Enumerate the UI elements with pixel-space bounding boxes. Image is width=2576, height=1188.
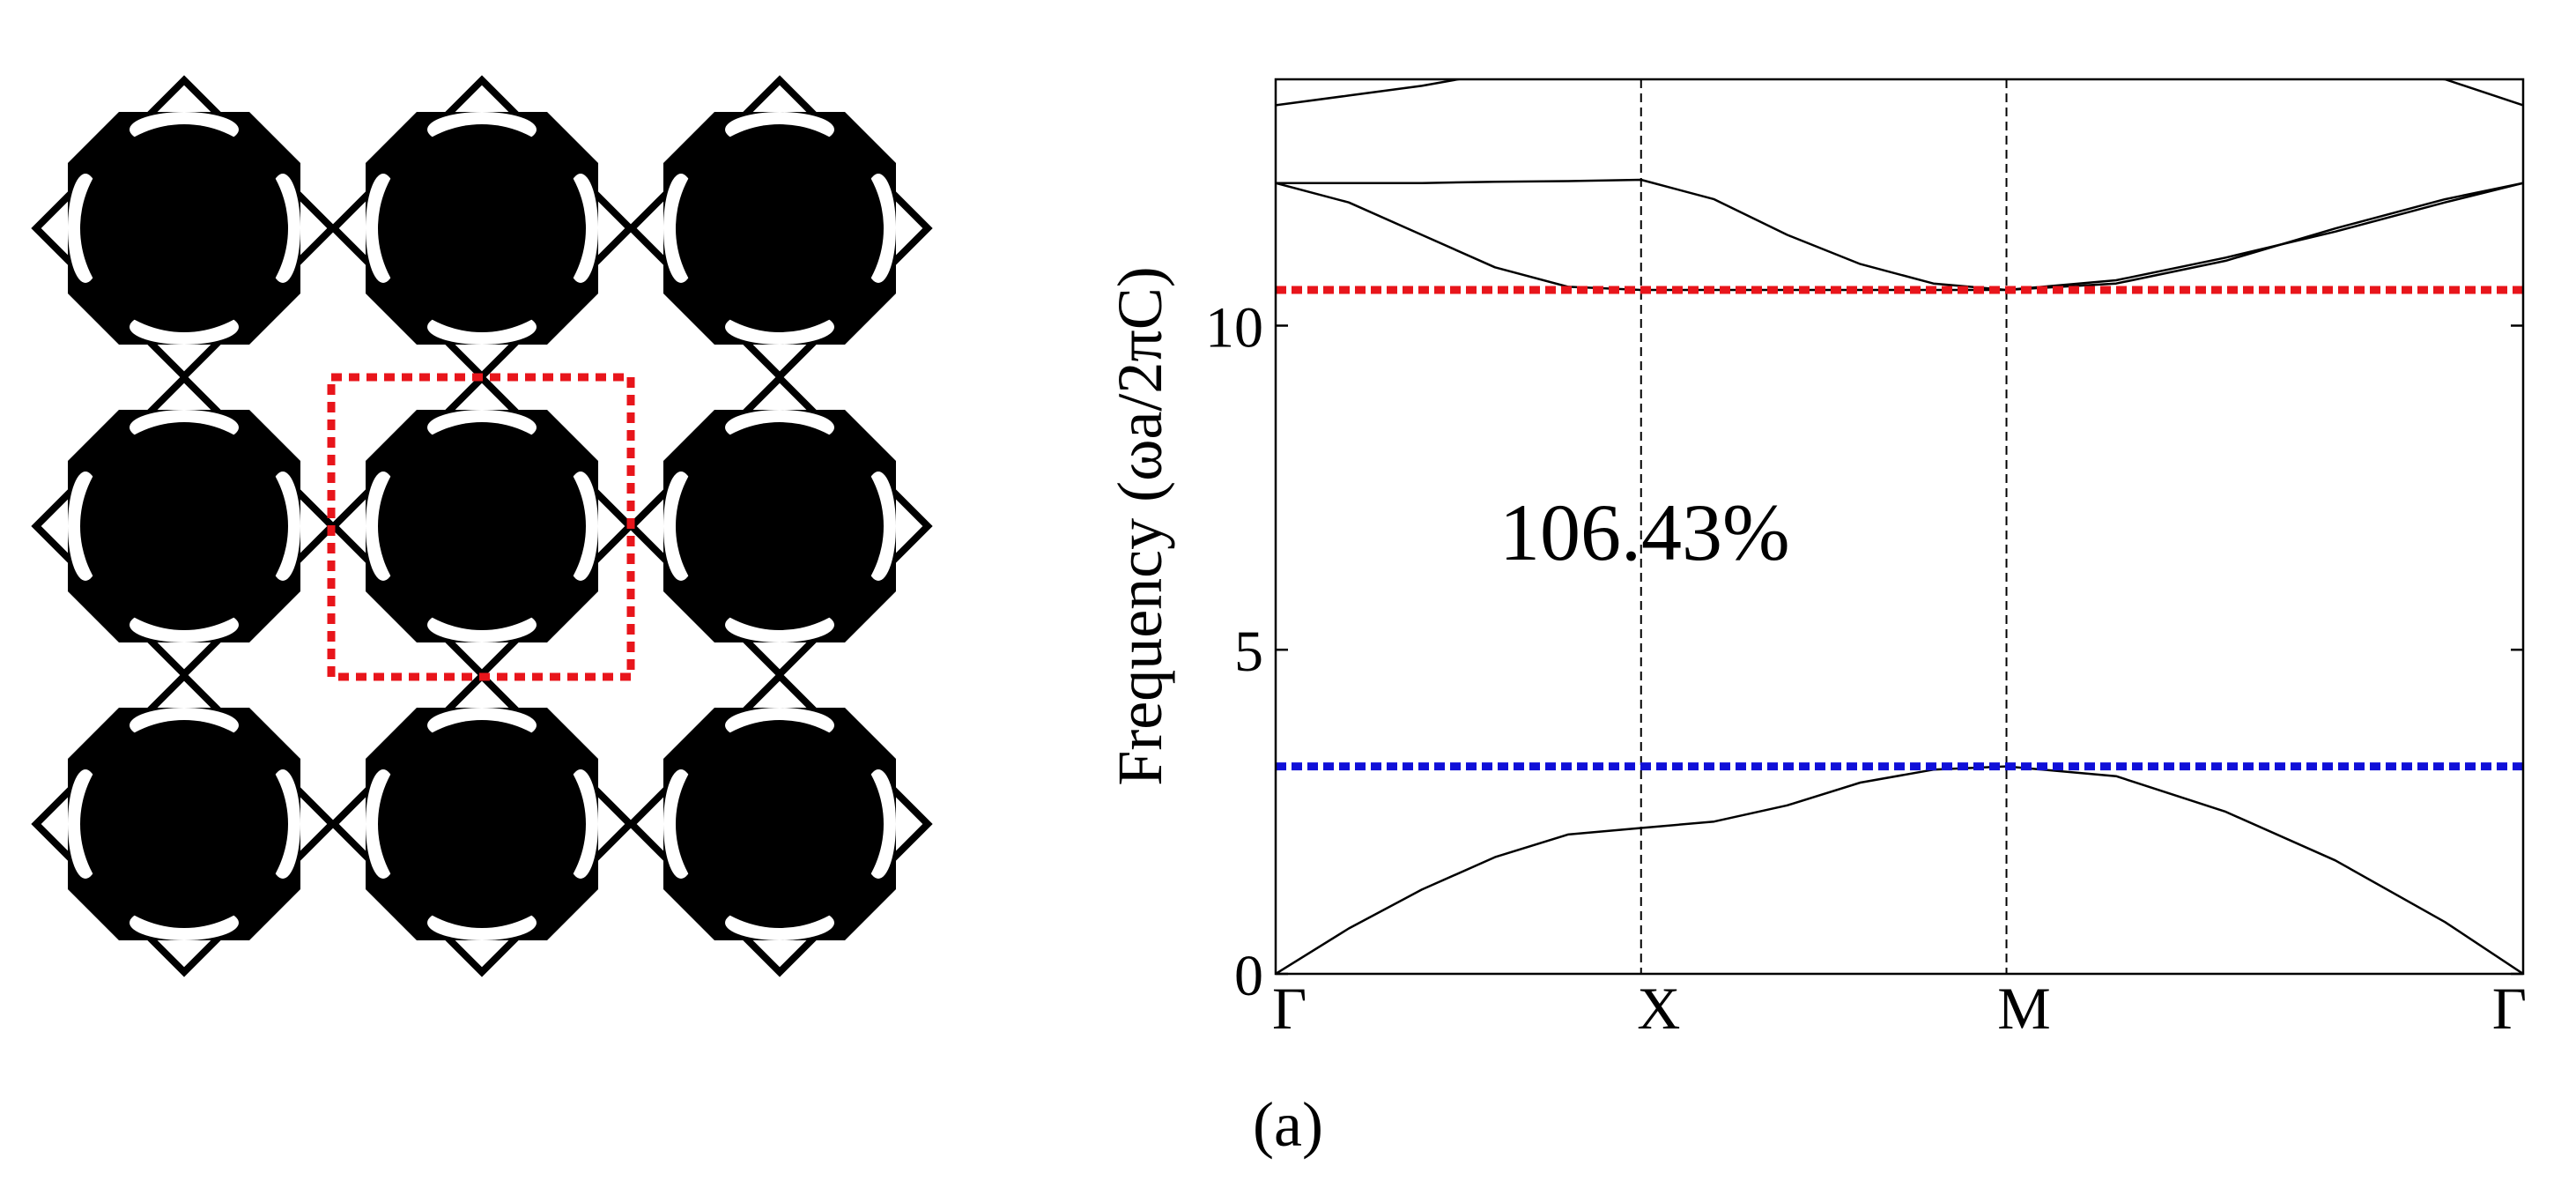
dispersion-bands <box>1276 79 2523 974</box>
panel-label: (a) <box>1253 1089 1323 1160</box>
unit-cell-highlight-box <box>327 373 635 681</box>
x-tick-label: Γ <box>1272 975 1307 1042</box>
inclusion-disk <box>676 124 884 332</box>
plot-frame <box>1274 78 2525 976</box>
x-tick-label: M <box>1997 975 2050 1042</box>
unit-cell-lattice <box>31 75 933 977</box>
inclusion-disk <box>80 422 288 630</box>
inclusion-disk <box>378 720 586 928</box>
band-line-4 <box>1276 79 2523 107</box>
inclusion-disk <box>676 720 884 928</box>
bandgap-percentage-label: 106.43% <box>1499 487 1790 577</box>
lattice-cell <box>31 75 337 382</box>
symmetry-point-lines <box>1640 79 2008 974</box>
lattice-cell <box>626 671 933 977</box>
bandgap-edges <box>1276 286 2523 771</box>
inclusion-disk <box>378 124 586 332</box>
y-axis-ticks: 0 5 10 <box>1205 295 2523 1008</box>
x-tick-label: X <box>1637 975 1680 1042</box>
y-tick-label: 5 <box>1234 620 1263 684</box>
lattice-cell <box>329 75 635 382</box>
inclusion-disk <box>676 422 884 630</box>
inclusion-disk <box>80 124 288 332</box>
inclusion-disk <box>80 720 288 928</box>
y-tick-label: 0 <box>1234 944 1263 1008</box>
x-tick-label: Γ <box>2492 975 2527 1042</box>
band-structure-chart: 0 5 10 Γ X M Γ Frequency (ωa/2πC) 106.43% <box>1105 78 2527 1042</box>
lattice-cell <box>31 373 337 679</box>
y-tick-label: 10 <box>1205 295 1263 360</box>
inclusion-disk <box>378 422 586 630</box>
band-line-1 <box>1276 765 2523 974</box>
lattice-cell <box>31 671 337 977</box>
lattice-cell <box>626 75 933 382</box>
band-line-3 <box>1276 178 2523 292</box>
y-axis-label: Frequency (ωa/2πC) <box>1105 266 1175 786</box>
lattice-cell <box>329 373 635 679</box>
lattice-cell <box>626 373 933 679</box>
lattice-cell <box>329 671 635 977</box>
